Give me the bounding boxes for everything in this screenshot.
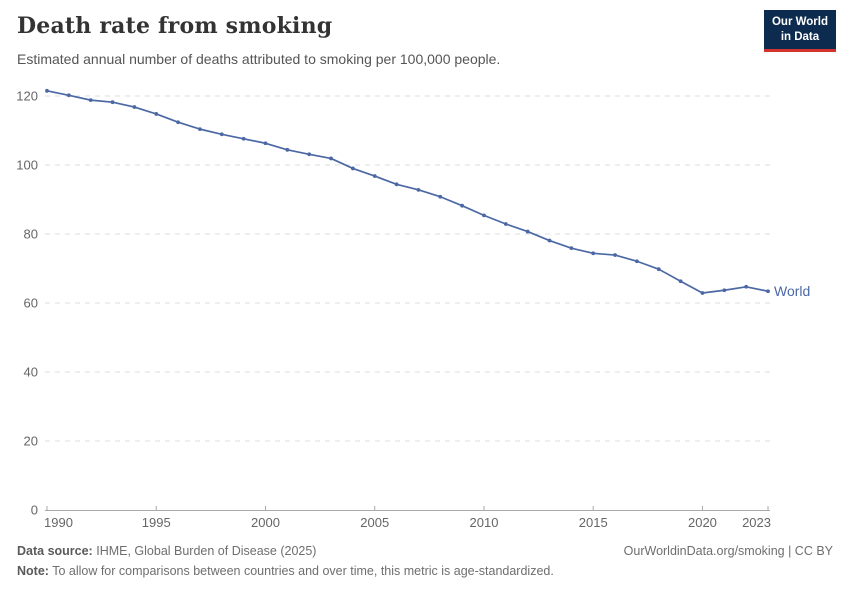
x-tick-label-2010: 2010 [470, 515, 499, 530]
data-point-2022[interactable] [744, 284, 749, 289]
footer-citation-link[interactable]: OurWorldinData.org/smoking | CC BY [623, 544, 833, 558]
data-point-1998[interactable] [219, 132, 224, 137]
source-text: IHME, Global Burden of Disease (2025) [96, 544, 317, 558]
data-point-2018[interactable] [656, 267, 661, 272]
footer-note-line: Note: To allow for comparisons between c… [17, 561, 833, 581]
data-point-2016[interactable] [613, 253, 617, 257]
data-point-2021[interactable] [722, 288, 727, 293]
note-text: To allow for comparisons between countri… [52, 564, 554, 578]
data-point-2007[interactable] [416, 187, 421, 192]
data-point-2011[interactable] [503, 222, 508, 226]
data-point-2013[interactable] [547, 238, 552, 243]
data-point-2008[interactable] [438, 194, 443, 199]
y-tick-label-0: 0 [31, 503, 38, 518]
series-world[interactable]: World [45, 88, 810, 299]
data-point-2004[interactable] [350, 166, 355, 171]
x-tick-label-2020: 2020 [688, 515, 717, 530]
x-tick-label-2005: 2005 [360, 515, 389, 530]
data-point-1993[interactable] [110, 100, 115, 105]
x-tick-label-2015: 2015 [579, 515, 608, 530]
data-point-2005[interactable] [372, 174, 377, 178]
y-tick-label-60: 60 [24, 296, 38, 311]
data-point-2020[interactable] [700, 291, 705, 295]
data-point-1995[interactable] [154, 112, 159, 116]
y-axis-tick-labels: 0 20 40 60 80 100 120 [16, 89, 38, 518]
data-point-2019[interactable] [678, 279, 683, 284]
page-title: Death rate from smoking [17, 13, 333, 39]
source-label: Data source: [17, 544, 93, 558]
y-tick-label-100: 100 [16, 158, 38, 173]
x-tick-label-2023: 2023 [742, 515, 771, 530]
data-point-2002[interactable] [307, 152, 312, 157]
owid-logo[interactable]: Our World in Data [763, 10, 836, 52]
y-tick-label-40: 40 [24, 365, 38, 380]
data-point-2001[interactable] [285, 147, 290, 152]
owid-logo-line2: in Data [780, 30, 820, 43]
data-point-2003[interactable] [329, 156, 333, 161]
data-point-2006[interactable] [394, 182, 399, 187]
data-point-2012[interactable] [525, 229, 530, 234]
data-point-1992[interactable] [88, 98, 93, 103]
data-point-1996[interactable] [176, 120, 180, 125]
data-point-2017[interactable] [635, 259, 639, 264]
data-point-1999[interactable] [241, 136, 246, 141]
note-label: Note: [17, 564, 49, 578]
data-point-2014[interactable] [569, 246, 574, 251]
series-end-label[interactable]: World [774, 283, 810, 299]
y-tick-label-20: 20 [24, 434, 38, 449]
data-point-1994[interactable] [132, 105, 137, 109]
data-point-1990[interactable] [45, 88, 49, 93]
footer-source-line: Data source: IHME, Global Burden of Dise… [17, 541, 833, 561]
chart-subtitle: Estimated annual number of deaths attrib… [17, 51, 501, 67]
data-point-1997[interactable] [198, 127, 202, 132]
x-tick-label-1990: 1990 [44, 515, 73, 530]
x-tick-label-2000: 2000 [251, 515, 280, 530]
y-tick-label-80: 80 [24, 227, 38, 242]
data-point-2009[interactable] [460, 203, 465, 208]
y-tick-label-120: 120 [16, 89, 38, 104]
data-point-2015[interactable] [591, 251, 596, 256]
data-point-2023[interactable] [766, 289, 770, 294]
data-point-2010[interactable] [482, 213, 486, 218]
data-line[interactable] [46, 89, 769, 294]
data-point-1991[interactable] [66, 93, 71, 98]
x-tick-label-1995: 1995 [142, 515, 171, 530]
x-axis-tick-labels: 1990 1995 2000 2005 2010 2015 2020 2023 [44, 506, 771, 530]
gridlines [45, 95, 770, 442]
owid-logo-line1: Our World [771, 16, 828, 28]
data-point-2000[interactable] [263, 141, 268, 146]
chart-footer: Data source: IHME, Global Burden of Dise… [17, 541, 833, 581]
